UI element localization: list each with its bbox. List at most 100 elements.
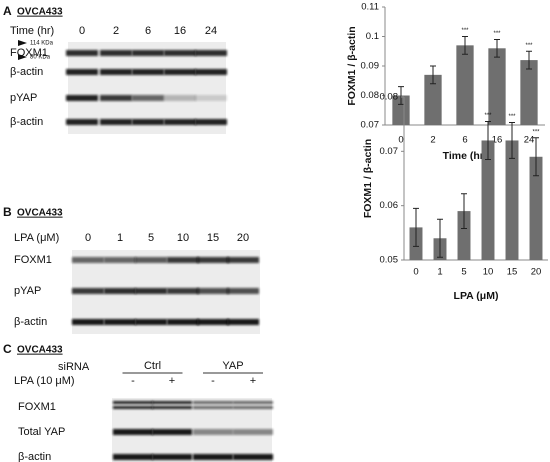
panel-label: C <box>3 342 12 356</box>
marker-arrow <box>18 54 27 60</box>
condition: 5 <box>148 232 154 244</box>
blot-band <box>100 95 132 101</box>
blot-band <box>135 288 167 294</box>
y-tick-label: 0.09 <box>361 61 380 72</box>
x-tick-label: 24 <box>524 135 535 146</box>
significance-label: *** <box>508 114 516 120</box>
blot-band <box>135 257 167 263</box>
x-tick-label: 0 <box>413 267 418 278</box>
blot-band <box>227 257 259 263</box>
cell-line: OVCA433 <box>17 7 63 18</box>
error-bar <box>526 50 532 70</box>
bar <box>456 45 474 125</box>
condition-label: LPA (10 μM) <box>14 375 75 387</box>
x-tick-label: 16 <box>492 135 503 146</box>
error-bar <box>494 38 500 58</box>
error-bar <box>533 137 539 177</box>
condition: 2 <box>113 25 119 37</box>
condition: + <box>250 375 256 387</box>
row-label: FOXM1 <box>18 401 56 413</box>
error-bar <box>437 218 443 258</box>
bar <box>392 95 410 125</box>
blot-band <box>195 50 227 56</box>
x-tick-label: 0 <box>398 135 403 146</box>
blot-band <box>100 119 132 125</box>
condition-label: Time (hr) <box>10 25 54 37</box>
row-label: FOXM1 <box>10 47 48 59</box>
blot-band <box>72 319 104 325</box>
y-tick-label: 0.11 <box>361 2 379 13</box>
blot-band <box>193 401 233 404</box>
error-bar <box>461 193 467 229</box>
error-bar <box>413 207 419 247</box>
x-tick-label: 5 <box>461 267 466 278</box>
blot-band <box>195 69 227 75</box>
significance-label: *** <box>532 129 540 135</box>
group-label: siRNA <box>58 361 90 373</box>
blot-band <box>233 454 273 460</box>
blot-band <box>193 454 233 460</box>
blot-band <box>197 288 229 294</box>
blot-band <box>164 69 196 75</box>
blot-band <box>113 401 153 404</box>
condition: 6 <box>145 25 151 37</box>
y-tick-label: 0.07 <box>361 120 380 131</box>
y-tick-label: 0.1 <box>366 31 379 42</box>
bar <box>424 74 442 125</box>
x-axis-title: Time (hr) <box>443 150 488 162</box>
blot-band <box>167 288 199 294</box>
marker: 80 KDa <box>30 55 51 61</box>
blot-band <box>164 119 196 125</box>
blot-band <box>227 288 259 294</box>
condition: + <box>169 375 175 387</box>
y-tick-label: 0.08 <box>380 92 399 103</box>
condition: - <box>131 375 135 387</box>
blot-band <box>132 119 164 125</box>
row-label: β-actin <box>14 316 47 328</box>
blot-band <box>197 319 229 325</box>
condition: - <box>211 375 215 387</box>
bar <box>520 60 538 125</box>
significance-label: *** <box>461 28 469 34</box>
condition: 16 <box>174 25 186 37</box>
blot-band <box>227 319 259 325</box>
error-bar <box>485 120 491 160</box>
blot-band <box>132 50 164 56</box>
blot-band <box>66 119 98 125</box>
blot-band <box>164 95 196 101</box>
blot-band <box>233 429 273 435</box>
blot-band <box>104 257 136 263</box>
condition-label: LPA (μM) <box>14 232 59 244</box>
row-label: β-actin <box>10 116 43 128</box>
panel-label: B <box>3 205 12 219</box>
condition: 1 <box>117 232 123 244</box>
row-label: pYAP <box>10 92 37 104</box>
row-label: β-actin <box>10 66 43 78</box>
blot-band <box>72 288 104 294</box>
blot-background <box>68 42 226 134</box>
error-bar <box>398 86 404 105</box>
blot-band <box>132 69 164 75</box>
condition: 0 <box>85 232 91 244</box>
bar <box>505 140 519 260</box>
condition: 24 <box>205 25 217 37</box>
blot-band <box>113 429 153 435</box>
blot-band <box>193 429 233 435</box>
bar <box>457 211 471 260</box>
blot-band <box>100 69 132 75</box>
blot-band <box>72 257 104 263</box>
error-bar <box>430 65 436 85</box>
x-tick-label: 2 <box>430 135 435 146</box>
bar <box>529 156 543 260</box>
blot-band <box>164 50 196 56</box>
blot-band <box>135 319 167 325</box>
blot-band <box>104 319 136 325</box>
x-tick-label: 6 <box>462 135 467 146</box>
blot-band <box>152 454 192 460</box>
blot-band <box>100 50 132 56</box>
group: Ctrl <box>144 360 161 372</box>
blot-band <box>66 69 98 75</box>
blot-band <box>113 406 153 409</box>
cell-line: OVCA433 <box>17 345 63 356</box>
y-tick-label: 0.06 <box>380 200 399 211</box>
